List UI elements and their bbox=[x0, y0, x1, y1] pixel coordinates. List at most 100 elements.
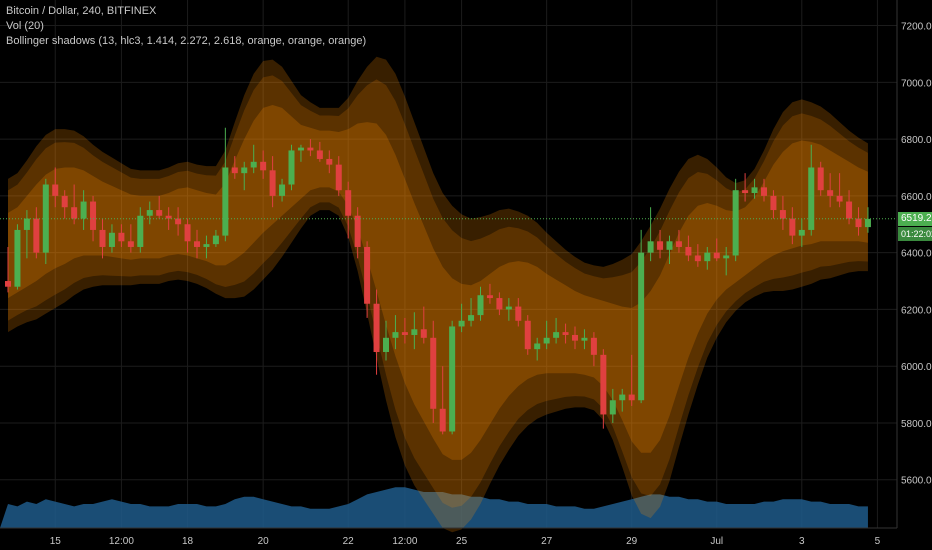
candle-body bbox=[212, 235, 219, 245]
x-tick-label: 3 bbox=[799, 536, 805, 547]
candle-body bbox=[241, 167, 248, 174]
candle-body bbox=[590, 337, 597, 355]
candle bbox=[581, 329, 588, 350]
candle bbox=[855, 207, 862, 236]
y-tick-label: 6000.0 bbox=[901, 362, 932, 373]
candle bbox=[449, 320, 456, 435]
candle-body bbox=[798, 229, 805, 236]
candle-body bbox=[184, 224, 191, 242]
candle bbox=[137, 207, 144, 253]
candle-body bbox=[628, 394, 635, 401]
candle bbox=[411, 312, 418, 350]
candle-body bbox=[723, 255, 730, 259]
candle bbox=[572, 326, 578, 350]
candle bbox=[590, 332, 597, 367]
candle bbox=[694, 244, 701, 267]
candle-body bbox=[146, 210, 153, 216]
candle-body bbox=[524, 320, 531, 350]
candle-body bbox=[732, 190, 739, 256]
candle bbox=[657, 229, 664, 259]
candle-body bbox=[326, 158, 333, 165]
candle bbox=[505, 298, 512, 321]
candle bbox=[288, 144, 295, 191]
chart-legend: Bitcoin / Dollar, 240, BITFINEX Vol (20)… bbox=[6, 4, 366, 49]
candle-body bbox=[600, 354, 607, 415]
candle-body bbox=[751, 187, 758, 194]
candle-body bbox=[742, 190, 749, 194]
candle bbox=[486, 283, 493, 304]
candle-body bbox=[515, 306, 522, 321]
candle bbox=[33, 207, 40, 259]
symbol-title[interactable]: Bitcoin / Dollar, 240, BITFINEX bbox=[6, 5, 157, 17]
candle-body bbox=[373, 303, 380, 352]
candle bbox=[543, 320, 550, 350]
candle-body bbox=[534, 343, 541, 350]
candle bbox=[864, 207, 871, 233]
candle bbox=[203, 235, 210, 259]
bar-countdown-badge: 01:22:02 bbox=[898, 226, 932, 241]
candle-body bbox=[458, 320, 465, 327]
candle-body bbox=[288, 150, 295, 185]
bollinger-indicator-label[interactable]: Bollinger shadows (13, hlc3, 1.414, 2.27… bbox=[6, 35, 367, 47]
candle-body bbox=[647, 241, 654, 253]
candle bbox=[175, 207, 182, 236]
candle bbox=[364, 241, 371, 318]
candle bbox=[515, 298, 522, 327]
candle bbox=[430, 320, 437, 423]
candle bbox=[99, 218, 106, 259]
x-tick-label: 5 bbox=[875, 536, 881, 547]
volume-series bbox=[0, 487, 868, 528]
candle bbox=[524, 315, 531, 355]
candle bbox=[836, 173, 843, 208]
candle bbox=[751, 178, 758, 199]
candlesticks bbox=[5, 127, 871, 435]
candle-body bbox=[449, 326, 456, 432]
candle bbox=[808, 144, 815, 236]
candle-body bbox=[477, 295, 484, 316]
candle-body bbox=[638, 252, 645, 401]
candle bbox=[458, 303, 465, 333]
candle bbox=[61, 190, 68, 219]
candle-body bbox=[685, 246, 692, 256]
candle bbox=[798, 218, 805, 247]
candle bbox=[52, 167, 59, 208]
candle bbox=[23, 210, 30, 259]
candle bbox=[468, 298, 475, 327]
candle-body bbox=[619, 394, 626, 401]
candle-body bbox=[203, 244, 210, 247]
candle-body bbox=[345, 190, 352, 216]
y-axis[interactable]: 5600.0 5800.0 6000.0 6200.0 6400.0 6600.0 6800… bbox=[896, 0, 932, 528]
candle bbox=[827, 173, 834, 208]
x-axis[interactable]: 15 12:00 18 20 22 12:00 25 27 29 Jul 3 5 bbox=[0, 527, 897, 547]
candle-body bbox=[496, 298, 503, 310]
candle-body bbox=[5, 281, 11, 287]
candle-body bbox=[439, 408, 446, 432]
candle bbox=[118, 224, 125, 247]
candle bbox=[742, 173, 749, 202]
candle-body bbox=[137, 215, 144, 247]
candle bbox=[496, 292, 503, 316]
candle-body bbox=[817, 167, 824, 191]
candle-body bbox=[108, 232, 115, 247]
y-tick-label: 6800.0 bbox=[901, 135, 932, 146]
volume-indicator-label[interactable]: Vol (20) bbox=[6, 20, 44, 32]
candle bbox=[297, 144, 304, 162]
candle-body bbox=[297, 147, 304, 151]
x-tick-label: 12:00 bbox=[109, 536, 134, 547]
candle-body bbox=[789, 218, 796, 236]
y-tick-label: 6200.0 bbox=[901, 305, 932, 316]
candle bbox=[335, 156, 342, 196]
candle bbox=[647, 207, 654, 262]
candle-body bbox=[118, 232, 125, 242]
y-tick-label: 6400.0 bbox=[901, 249, 932, 260]
candle-body bbox=[562, 332, 569, 335]
candle-body bbox=[713, 252, 720, 259]
candle-body bbox=[250, 161, 257, 168]
x-tick-label: 27 bbox=[541, 536, 553, 547]
candle bbox=[732, 178, 739, 262]
candle bbox=[666, 235, 673, 264]
y-tick-label: 5800.0 bbox=[901, 419, 932, 430]
x-tick-label: 22 bbox=[343, 536, 355, 547]
